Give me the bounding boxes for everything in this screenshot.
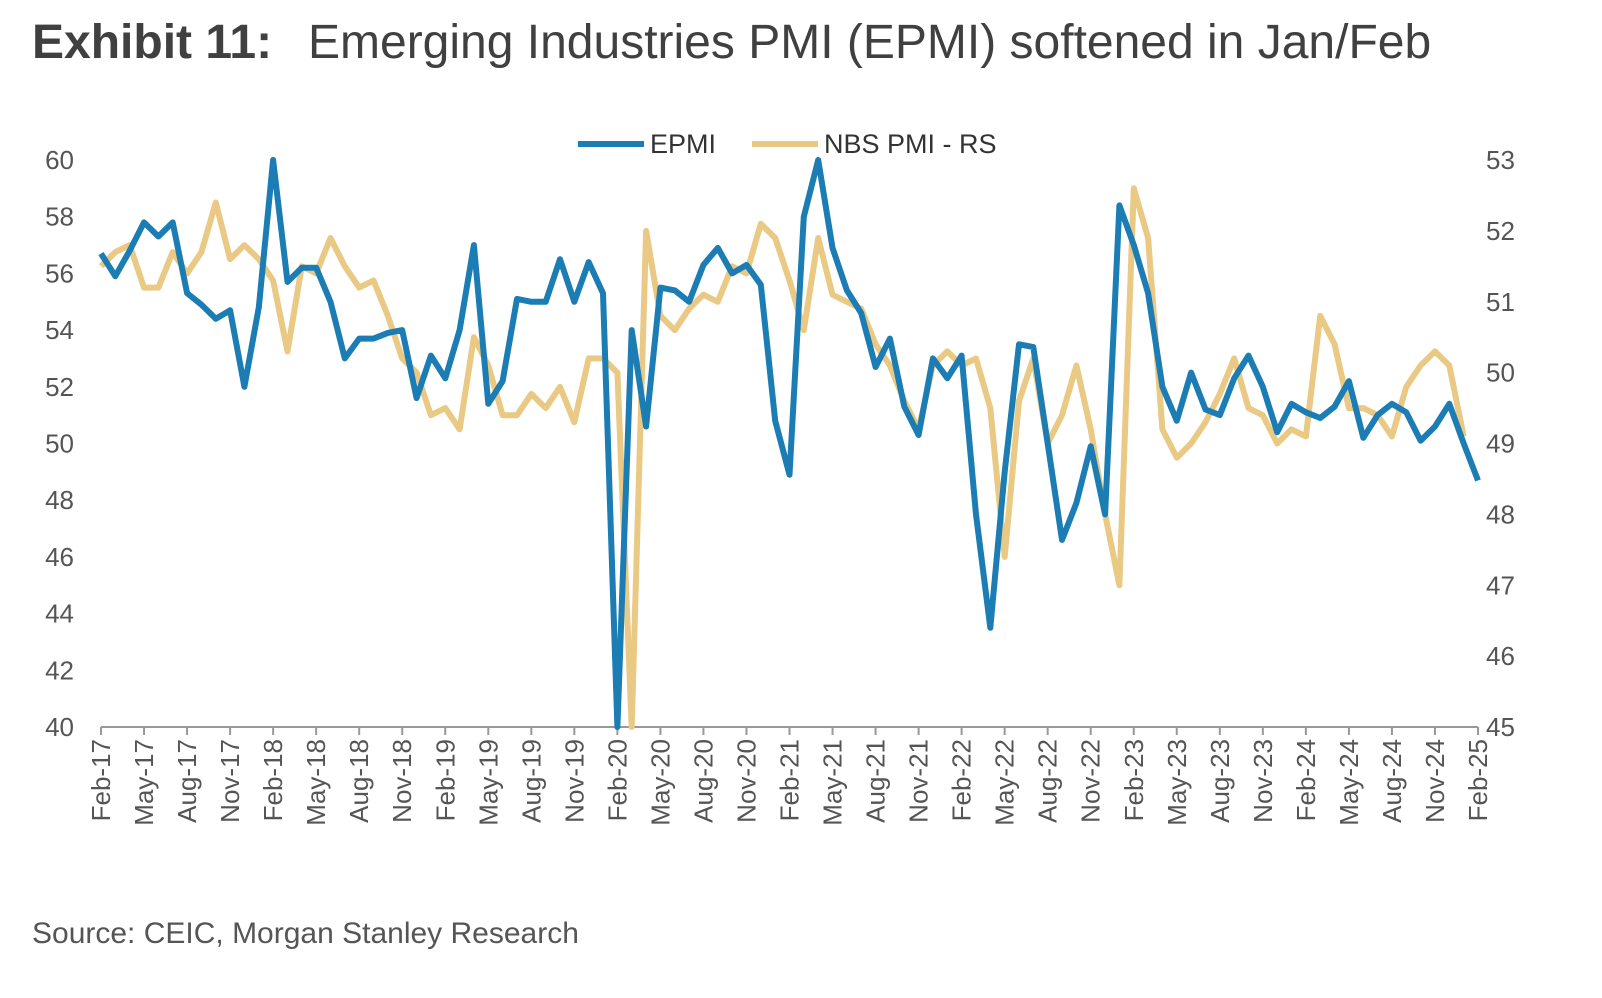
x-tick-label: Feb-24 <box>1291 739 1321 821</box>
y2-tick-label: 46 <box>1486 641 1515 671</box>
x-tick-label: May-20 <box>645 739 675 826</box>
x-tick-label: Aug-17 <box>172 739 202 823</box>
y-tick-label: 46 <box>45 542 74 572</box>
x-tick-label: Feb-17 <box>86 739 116 821</box>
x-tick-label: Aug-18 <box>344 739 374 823</box>
x-tick-label: Nov-22 <box>1076 739 1106 823</box>
x-tick-label: May-23 <box>1162 739 1192 826</box>
x-tick-label: Aug-23 <box>1205 739 1235 823</box>
x-tick-label: Nov-24 <box>1420 739 1450 823</box>
y2-tick-label: 53 <box>1486 145 1515 175</box>
x-tick-label: Nov-20 <box>731 739 761 823</box>
x-tick-label: Feb-25 <box>1463 739 1493 821</box>
x-tick-label: Feb-20 <box>602 739 632 821</box>
x-tick-label: Feb-22 <box>947 739 977 821</box>
y2-tick-label: 51 <box>1486 287 1515 317</box>
chart-title: Emerging Industries PMI (EPMI) softened … <box>308 16 1431 69</box>
x-tick-label: Nov-21 <box>904 739 934 823</box>
x-tick-label: Nov-23 <box>1248 739 1278 823</box>
x-tick-label: May-19 <box>473 739 503 826</box>
x-tick-label: Feb-23 <box>1119 739 1149 821</box>
y2-tick-label: 50 <box>1486 358 1515 388</box>
x-tick-label: May-21 <box>818 739 848 826</box>
legend-label: EPMI <box>650 129 716 159</box>
x-tick-label: Feb-21 <box>775 739 805 821</box>
x-tick-label: Aug-22 <box>1033 739 1063 823</box>
x-tick-label: Nov-18 <box>387 739 417 823</box>
x-tick-label: Aug-20 <box>688 739 718 823</box>
y-tick-label: 56 <box>45 258 74 288</box>
x-tick-label: Aug-19 <box>516 739 546 823</box>
x-tick-label: Feb-19 <box>430 739 460 821</box>
y2-tick-label: 48 <box>1486 499 1515 529</box>
x-tick-label: May-17 <box>129 739 159 826</box>
y-tick-label: 60 <box>45 145 74 175</box>
y-tick-label: 40 <box>45 712 74 742</box>
x-tick-label: May-24 <box>1334 739 1364 826</box>
legend-label: NBS PMI - RS <box>824 129 997 159</box>
y-tick-label: 52 <box>45 372 74 402</box>
y-tick-label: 50 <box>45 429 74 459</box>
y-tick-label: 48 <box>45 485 74 515</box>
x-tick-label: May-22 <box>990 739 1020 826</box>
x-tick-label: Aug-24 <box>1377 739 1407 823</box>
x-tick-label: Nov-19 <box>559 739 589 823</box>
y2-tick-label: 49 <box>1486 429 1515 459</box>
x-tick-label: Nov-17 <box>215 739 245 823</box>
y2-tick-label: 52 <box>1486 216 1515 246</box>
x-tick-label: Aug-21 <box>861 739 891 823</box>
y-tick-label: 42 <box>45 655 74 685</box>
y2-tick-label: 47 <box>1486 570 1515 600</box>
series-line <box>98 157 1481 730</box>
y-tick-label: 58 <box>45 202 74 232</box>
y-tick-label: 44 <box>45 599 74 629</box>
y2-tick-label: 45 <box>1486 712 1515 742</box>
x-tick-label: Feb-18 <box>258 739 288 821</box>
source: Source: CEIC, Morgan Stanley Research <box>32 917 579 950</box>
x-tick-label: May-18 <box>301 739 331 826</box>
y-tick-label: 54 <box>45 315 74 345</box>
title-prefix: Exhibit 11: <box>32 16 272 69</box>
series-line <box>98 185 1467 730</box>
